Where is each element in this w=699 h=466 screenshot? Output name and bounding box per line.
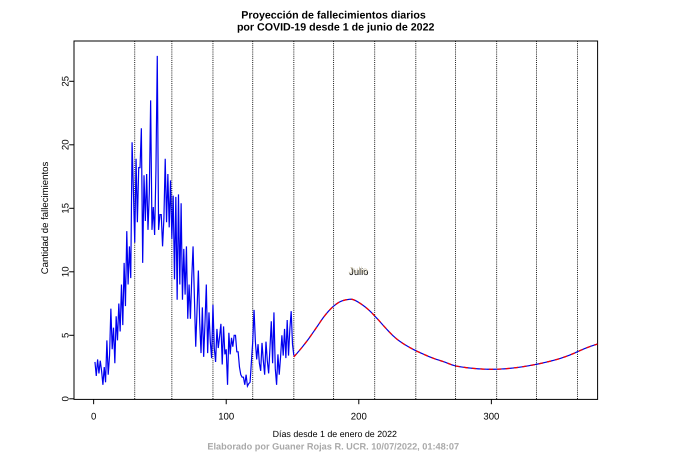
svg-text:100: 100 [218,412,234,423]
svg-text:Julio: Julio [348,265,367,276]
svg-text:25: 25 [61,76,72,87]
svg-text:20: 20 [61,139,72,150]
svg-text:200: 200 [351,412,367,423]
svg-text:300: 300 [483,412,499,423]
svg-text:Proyección de fallecimientos d: Proyección de fallecimientos diarios [241,9,426,21]
svg-text:Julio: Julio [349,266,368,277]
svg-text:0: 0 [91,412,96,423]
svg-text:15: 15 [61,203,72,214]
svg-text:Días desde 1 de enero de 2022: Días desde 1 de enero de 2022 [273,429,397,439]
svg-text:Cantidad de fallecimientos: Cantidad de fallecimientos [40,162,51,275]
svg-text:10: 10 [61,266,72,277]
svg-text:Elaborado por Guaner Rojas R.: Elaborado por Guaner Rojas R. UCR. 10/07… [207,442,459,452]
svg-text:0: 0 [61,396,72,401]
svg-text:5: 5 [61,333,72,338]
svg-text:por COVID-19 desde 1 de junio: por COVID-19 desde 1 de junio de 2022 [237,22,435,34]
